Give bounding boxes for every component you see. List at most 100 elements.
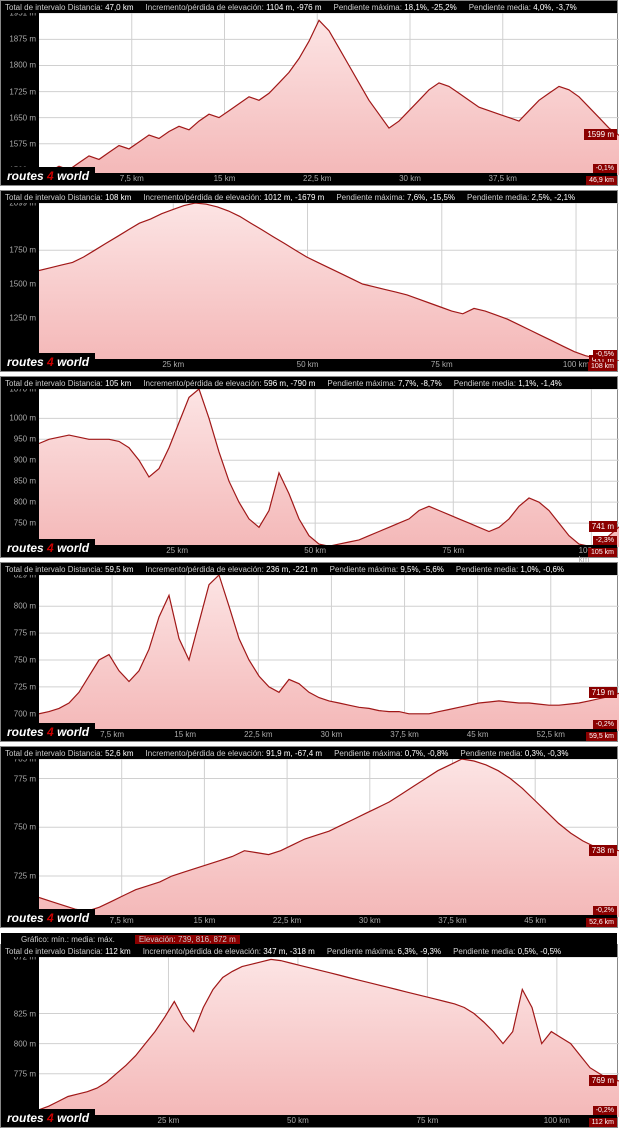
x-tick-label: 45 km	[524, 916, 546, 925]
end-dist-badge: 108 km	[588, 362, 617, 371]
y-tick-label: 1575 m	[9, 139, 36, 148]
header-stat: Pendiente media: 1,0%, -0,6%	[456, 565, 564, 574]
x-axis: 25 km50 km75 km100 km	[39, 1115, 617, 1127]
x-tick-label: 7,5 km	[120, 174, 144, 183]
y-tick-label: 725 m	[14, 682, 36, 691]
chart-header: Total de intervalo Distancia: 47,0 kmInc…	[1, 1, 617, 13]
x-tick-label: 75 km	[416, 1116, 438, 1125]
x-tick-label: 37,5 km	[438, 916, 466, 925]
end-pct-badge: -0,2%	[593, 720, 617, 729]
header-stat: Total de intervalo Distancia: 52,6 km	[5, 749, 134, 758]
x-axis: 25 km 50 km 75 km 100 km	[39, 359, 617, 371]
header-stat: Total de intervalo Distancia: 105 km	[5, 379, 131, 388]
end-pct-badge: -2,3%	[593, 536, 617, 545]
brand-logo: routes 4 world	[1, 353, 95, 371]
y-tick-label: 775 m	[14, 1069, 36, 1078]
x-tick-label: 52,5 km	[537, 730, 565, 739]
x-tick-label: 7,5 km	[100, 730, 124, 739]
x-axis: 7,5 km15 km22,5 km30 km37,5 km	[39, 173, 617, 185]
chart-header: Total de intervalo Distancia: 59,5 kmInc…	[1, 563, 617, 575]
brand-logo: routes 4 world	[1, 723, 95, 741]
end-dist-badge: 112 km	[589, 1118, 617, 1127]
preheader-label: Gráfico: mín.: media: máx.	[21, 935, 115, 944]
y-tick-label: 1725 m	[9, 87, 36, 96]
x-tick-label: 22,5 km	[273, 916, 301, 925]
y-tick-label: 700 m	[14, 709, 36, 718]
y-tick-label: 1650 m	[9, 113, 36, 122]
chart-header: Total de intervalo Distancia: 105 kmIncr…	[1, 377, 617, 389]
x-tick-label: 22,5 km	[303, 174, 331, 183]
header-stat: Pendiente máxima: 7,6%, -15,5%	[336, 193, 455, 202]
x-axis: 25 km50 km75 km100 km	[39, 545, 617, 557]
header-stat: Pendiente máxima: 9,5%, -5,6%	[330, 565, 444, 574]
x-tick-label: 45 km	[467, 730, 489, 739]
x-tick-label: 50 km	[297, 360, 319, 369]
elevation-chart-3: Total de intervalo Distancia: 105 kmIncr…	[0, 376, 618, 558]
end-dist-badge: 105 km	[588, 548, 617, 557]
chart-preheader: Gráfico: mín.: media: máx.Elevación: 739…	[1, 933, 617, 945]
x-tick-label: 75 km	[442, 546, 464, 555]
x-tick-label: 50 km	[304, 546, 326, 555]
chart-svg	[39, 203, 619, 361]
header-stat: Pendiente máxima: 0,7%, -0,8%	[334, 749, 448, 758]
x-tick-label: 25 km	[166, 546, 188, 555]
header-stat: Total de intervalo Distancia: 47,0 km	[5, 3, 134, 12]
end-elev-badge: 741 m	[589, 521, 617, 532]
y-axis: 693 m750 m800 m850 m900 m950 m1000 m1070…	[1, 389, 39, 545]
x-tick-label: 37,5 km	[390, 730, 418, 739]
header-stat: Pendiente media: 0,3%, -0,3%	[460, 749, 568, 758]
elevation-chart-4: Total de intervalo Distancia: 59,5 kmInc…	[0, 562, 618, 742]
y-tick-label: 825 m	[14, 1009, 36, 1018]
end-elev-badge: 769 m	[589, 1075, 617, 1086]
y-tick-label: 725 m	[14, 872, 36, 881]
y-tick-label: 1000 m	[9, 414, 36, 423]
end-dist-badge: 46,9 km	[586, 176, 617, 185]
y-tick-label: 750 m	[14, 519, 36, 528]
x-axis: 7,5 km15 km22,5 km30 km37,5 km45 km52,5 …	[39, 729, 617, 741]
header-stat: Pendiente media: 4,0%, -3,7%	[469, 3, 577, 12]
end-dist-badge: 59,5 km	[586, 732, 617, 741]
chart-svg	[39, 957, 619, 1117]
brand-logo: routes 4 world	[1, 167, 95, 185]
x-tick-label: 100 km	[563, 360, 589, 369]
y-tick-label: 1750 m	[9, 246, 36, 255]
end-dist-badge: 52,6 km	[586, 918, 617, 927]
y-axis: 1485 m1500 m1575 m1650 m1725 m1800 m1875…	[1, 13, 39, 173]
y-tick-label: 1250 m	[9, 313, 36, 322]
header-stat: Pendiente máxima: 18,1%, -25,2%	[334, 3, 457, 12]
brand-logo: routes 4 world	[1, 539, 95, 557]
y-axis: 704 m725 m750 m775 m785 m	[1, 759, 39, 915]
end-pct-badge: -0,2%	[593, 1106, 617, 1115]
header-stat: Pendiente media: 1,1%, -1,4%	[454, 379, 562, 388]
header-stat: Total de intervalo Distancia: 108 km	[5, 193, 131, 202]
header-stat: Incremento/pérdida de elevación: 1012 m,…	[143, 193, 324, 202]
x-tick-label: 25 km	[162, 360, 184, 369]
x-tick-label: 75 km	[431, 360, 453, 369]
elevation-chart-6: Gráfico: mín.: media: máx.Elevación: 739…	[0, 944, 618, 1128]
chart-header: Total de intervalo Distancia: 112 kmIncr…	[1, 945, 617, 957]
end-pct-badge: -0,1%	[593, 164, 617, 173]
elevation-chart-2: Total de intervalo Distancia: 108 km Incr…	[0, 190, 618, 372]
x-tick-label: 30 km	[399, 174, 421, 183]
x-tick-label: 15 km	[174, 730, 196, 739]
x-tick-label: 37,5 km	[489, 174, 517, 183]
y-tick-label: 850 m	[14, 477, 36, 486]
y-tick-label: 800 m	[14, 498, 36, 507]
brand-logo: routes 4 world	[1, 1109, 95, 1127]
header-stat: Incremento/pérdida de elevación: 236 m, …	[146, 565, 318, 574]
y-tick-label: 775 m	[14, 774, 36, 783]
header-stat: Incremento/pérdida de elevación: 347 m, …	[143, 947, 315, 956]
y-tick-label: 950 m	[14, 435, 36, 444]
x-tick-label: 22,5 km	[244, 730, 272, 739]
chart-svg	[39, 389, 619, 547]
end-pct-badge: -0,2%	[593, 906, 617, 915]
x-tick-label: 7,5 km	[110, 916, 134, 925]
x-tick-label: 100 km	[544, 1116, 570, 1125]
end-pct-badge: -0,5%	[593, 350, 617, 359]
end-elev-badge: 719 m	[589, 687, 617, 698]
chart-header: Total de intervalo Distancia: 52,6 kmInc…	[1, 747, 617, 759]
chart-svg	[39, 575, 619, 731]
y-tick-label: 1500 m	[9, 280, 36, 289]
y-tick-label: 900 m	[14, 456, 36, 465]
elevation-chart-5: Total de intervalo Distancia: 52,6 kmInc…	[0, 746, 618, 928]
